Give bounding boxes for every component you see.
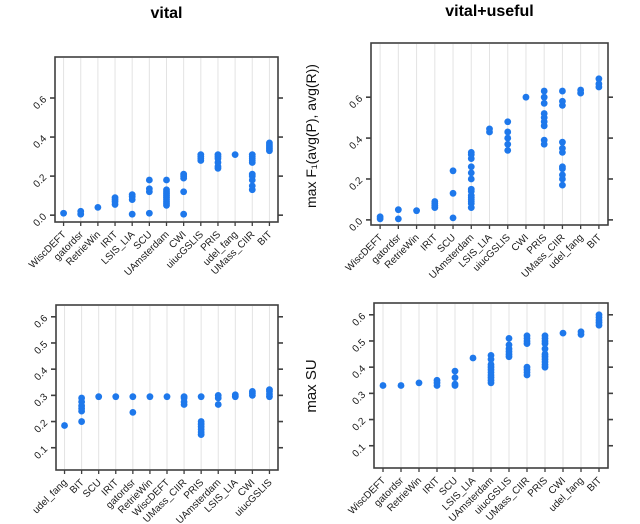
x-category-label: WiscDEFT bbox=[131, 477, 173, 519]
x-category-label: RetrieWin bbox=[116, 477, 155, 516]
x-category-label: uiucGSLIS bbox=[233, 477, 275, 519]
x-category-label: WiscDEFT bbox=[27, 229, 69, 271]
x-category-label: CWI bbox=[236, 477, 258, 499]
x-category-label: uiucGSLIS bbox=[164, 229, 206, 271]
x-category-label: BIT bbox=[585, 475, 604, 494]
y-tick-label: 0.3 bbox=[351, 389, 369, 407]
x-category-label: udel_fang bbox=[547, 475, 586, 514]
column-title-vital: vital bbox=[150, 5, 183, 22]
gridlines bbox=[379, 44, 600, 224]
x-category-label: PRIS bbox=[525, 232, 550, 257]
y-tick-label: 0.5 bbox=[33, 339, 51, 357]
data-points bbox=[61, 386, 273, 439]
y-tick-label: 0.2 bbox=[351, 416, 369, 434]
x-category-label: gatordsr bbox=[52, 229, 86, 263]
y-axis-ticks-and-labels: 0.1 0.2 0.3 0.4 0.5 0.6 bbox=[33, 313, 283, 462]
x-category-label: IRIT bbox=[421, 475, 442, 496]
y-tick-label: 0.5 bbox=[351, 337, 369, 355]
plot-frame bbox=[370, 42, 609, 226]
x-category-label: WiscDEFT bbox=[344, 232, 386, 274]
y-axis-ticks-and-labels: 0.0 0.2 0.4 0.6 bbox=[348, 93, 613, 234]
x-category-label: gatordsr bbox=[370, 232, 404, 266]
y-tick-label: 0.2 bbox=[33, 418, 51, 436]
x-category-label: CWI bbox=[547, 475, 569, 497]
x-category-label: CWI bbox=[167, 229, 189, 251]
y-tick-label: 0.4 bbox=[351, 363, 369, 381]
x-category-label: RetrieWin bbox=[64, 229, 103, 268]
y-axis-ticks-and-labels: 0.1 0.2 0.3 0.4 0.5 0.6 bbox=[351, 311, 613, 460]
y-tick-label: 0.4 bbox=[348, 134, 366, 152]
x-category-label: UAmsterdam bbox=[123, 229, 172, 278]
x-category-label: IRIT bbox=[99, 229, 120, 250]
y-tick-label: 0.0 bbox=[32, 211, 50, 229]
y-tick-label: 0.0 bbox=[348, 216, 366, 234]
x-category-label: CWI bbox=[510, 232, 532, 254]
plot-frame bbox=[55, 304, 279, 471]
y-tick-label: 0.2 bbox=[32, 172, 50, 190]
x-category-label: gatordsr bbox=[104, 477, 138, 511]
x-category-label: udel_fang bbox=[547, 232, 586, 271]
x-category-label: WiscDEFT bbox=[347, 475, 389, 517]
x-category-label: PRIS bbox=[182, 477, 207, 502]
plot-frame bbox=[54, 56, 279, 223]
x-axis-ticks-and-labels: WiscDEFTgatordsrRetrieWinIRITSCUUAmsterd… bbox=[344, 225, 604, 281]
x-category-label: PRIS bbox=[199, 229, 224, 254]
x-category-label: gatordsr bbox=[372, 475, 406, 509]
x-category-label: SCU bbox=[132, 229, 155, 252]
gridlines bbox=[64, 306, 270, 469]
y-tick-label: 0.1 bbox=[33, 444, 51, 462]
x-category-label: udel_fang bbox=[201, 229, 240, 268]
plot-frame bbox=[373, 302, 609, 469]
x-category-label: UMass_CIIR bbox=[141, 477, 189, 524]
x-category-label: IRIT bbox=[100, 477, 121, 498]
x-category-label: LSIS_LIA bbox=[203, 477, 241, 515]
x-category-label: udel_fang bbox=[31, 477, 70, 516]
y-tick-label: 0.2 bbox=[348, 175, 366, 193]
x-category-label: SCU bbox=[81, 477, 104, 500]
x-category-label: LSIS_LIA bbox=[100, 229, 138, 267]
y-tick-label: 0.6 bbox=[32, 94, 50, 112]
data-points bbox=[60, 139, 273, 218]
y-axis-label-max-su: max SU bbox=[303, 359, 320, 413]
y-tick-label: 0.4 bbox=[33, 365, 51, 383]
y-tick-label: 0.6 bbox=[348, 93, 366, 111]
x-category-label: BIT bbox=[68, 477, 87, 496]
data-points bbox=[376, 75, 603, 223]
x-category-label: UAmsterdam bbox=[427, 232, 476, 281]
y-axis-ticks-and-labels: 0.0 0.2 0.4 0.6 bbox=[32, 94, 283, 229]
x-category-label: LSIS_LIA bbox=[440, 475, 478, 513]
y-tick-label: 0.1 bbox=[351, 442, 369, 460]
x-category-label: SCU bbox=[437, 475, 460, 498]
y-tick-label: 0.3 bbox=[33, 391, 51, 409]
x-axis-ticks-and-labels: WiscDEFTgatordsrRetrieWinIRITLSIS_LIASCU… bbox=[27, 222, 275, 278]
x-axis-ticks-and-labels: udel_fangBITSCUIRITgatordsrRetrieWinWisc… bbox=[31, 470, 275, 524]
x-category-label: uiucGSLIS bbox=[473, 475, 515, 517]
x-axis-ticks-and-labels: WiscDEFTgatordsrRetrieWinIRITSCULSIS_LIA… bbox=[347, 468, 604, 524]
x-category-label: RetrieWin bbox=[385, 475, 424, 514]
x-category-label: UAmsterdam bbox=[447, 475, 496, 524]
x-category-label: UMass_CIIR bbox=[484, 475, 532, 523]
x-category-label: RetrieWin bbox=[383, 232, 422, 271]
x-category-label: BIT bbox=[256, 229, 275, 248]
x-category-label: UMass_CIIR bbox=[520, 232, 568, 280]
x-category-label: LSIS_LIA bbox=[457, 232, 495, 270]
x-category-label: UAmsterdam bbox=[174, 477, 223, 524]
x-category-label: UMass_CIIR bbox=[210, 229, 258, 277]
gridlines bbox=[382, 304, 600, 467]
data-points bbox=[379, 311, 603, 389]
y-tick-label: 0.6 bbox=[351, 311, 369, 329]
x-category-label: BIT bbox=[585, 232, 604, 251]
x-category-label: uiucGSLIS bbox=[471, 232, 513, 274]
x-category-label: SCU bbox=[435, 232, 458, 255]
gridlines bbox=[63, 58, 270, 221]
x-category-label: PRIS bbox=[526, 475, 551, 500]
y-tick-label: 0.6 bbox=[33, 313, 51, 331]
x-category-label: IRIT bbox=[419, 232, 440, 253]
y-tick-label: 0.4 bbox=[32, 133, 50, 151]
column-title-vital-useful: vital+useful bbox=[445, 3, 534, 20]
y-axis-label-max-f1: max F₁(avg(P), avg(R)) bbox=[303, 64, 319, 208]
